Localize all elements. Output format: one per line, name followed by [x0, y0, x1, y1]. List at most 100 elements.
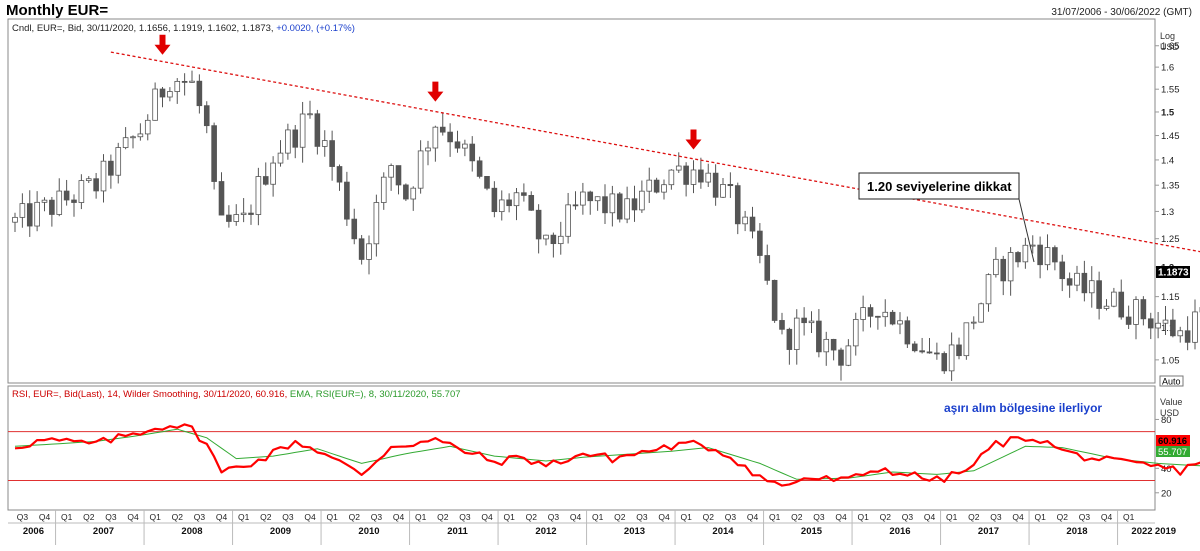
quarter-label: Q3 [548, 512, 560, 522]
quarter-label: Q3 [371, 512, 383, 522]
price-ytick-label: 1.05 [1161, 355, 1180, 366]
price-ytick-label: 1.55 [1161, 85, 1180, 96]
candle-body [742, 216, 748, 225]
candle-body [122, 137, 129, 148]
candle-body [1177, 330, 1184, 337]
price-axis-label-line1: Log [1160, 31, 1175, 41]
candle-body [255, 176, 262, 215]
quarter-label: Q2 [703, 512, 715, 522]
price-ytick-label: 1.6 [1161, 63, 1174, 74]
quarter-label: Q1 [592, 512, 604, 522]
candle-body [358, 238, 365, 260]
year-label: 2007 [93, 526, 114, 537]
candle-body [808, 320, 815, 324]
candle-body [425, 147, 431, 152]
quarter-label: Q3 [1079, 512, 1091, 522]
candle-body [757, 230, 763, 256]
candle-body [889, 311, 896, 325]
arrow-down-icon [427, 81, 444, 102]
price-ytick-label: 1.15 [1161, 292, 1180, 303]
price-ytick-label: 1.65 [1161, 41, 1180, 52]
candle-body [307, 113, 313, 116]
candle-body [476, 160, 483, 177]
candle-body [963, 322, 970, 357]
candle-body [616, 193, 623, 220]
candle-body [417, 150, 424, 189]
candle-body [830, 338, 837, 351]
rsi-info-main: RSI, EUR=, Bid(Last), 14, Wilder Smoothi… [12, 389, 290, 400]
candle-body [115, 147, 122, 176]
candle-body [1125, 316, 1132, 325]
candle-body [270, 162, 276, 185]
candle-body [174, 80, 181, 92]
price-ytick-label: 1.1 [1161, 323, 1174, 334]
quarter-label: Q2 [880, 512, 892, 522]
candle-body [1081, 272, 1088, 294]
candle-body [277, 152, 284, 164]
candle-body [484, 176, 490, 189]
candle-body [580, 191, 586, 206]
candle-body [41, 199, 48, 203]
quarter-label: Q4 [304, 512, 316, 522]
candle-body [734, 185, 741, 225]
candle-body [56, 190, 63, 215]
candle-body [683, 165, 689, 185]
candle-body [1111, 291, 1117, 307]
year-label: 2022 [1131, 526, 1152, 537]
quarter-label: Q4 [924, 512, 936, 522]
candle-body [926, 351, 933, 354]
quarter-label: Q1 [680, 512, 692, 522]
price-ytick-label: 1.35 [1161, 181, 1180, 192]
candle-body [624, 198, 630, 220]
ema-last-tag-bg [1156, 446, 1190, 457]
candle-body [838, 349, 844, 366]
quarter-label: Q4 [747, 512, 759, 522]
candle-body [1037, 244, 1043, 266]
candle-body [506, 199, 512, 207]
candle-body [653, 179, 660, 193]
quarter-label: Q1 [149, 512, 161, 522]
price-auto-label: Auto [1162, 377, 1181, 387]
candle-body [631, 198, 638, 211]
candle-body [314, 113, 321, 147]
candle-body [181, 80, 188, 83]
candle-body [498, 199, 505, 213]
candle-body [34, 201, 40, 227]
candle-body [668, 169, 675, 186]
candle-body [1170, 319, 1176, 337]
candle-body [152, 88, 158, 121]
rsi-annotation: aşırı alım bölgesine ilerliyor [944, 401, 1102, 415]
quarter-label: Q1 [1123, 512, 1135, 522]
quarter-label: Q2 [437, 512, 449, 522]
candle-body [587, 191, 594, 202]
rsi-ytick-label: 20 [1161, 488, 1172, 499]
candle-body [1022, 244, 1029, 263]
candle-body [771, 279, 778, 321]
price-axis-label-line2: USD [1160, 42, 1180, 52]
quarter-label: Q1 [1034, 512, 1046, 522]
quarter-label: Q4 [658, 512, 670, 522]
candle-body [1029, 244, 1036, 247]
candle-body [948, 344, 955, 372]
candle-body [491, 187, 498, 213]
ema-last-tag: 55.707 [1158, 447, 1187, 458]
candle-body [565, 204, 571, 237]
chart-title: Monthly EUR= [6, 2, 109, 19]
quarter-label: Q2 [83, 512, 95, 522]
candle-body [1015, 252, 1021, 263]
candle-body [1184, 330, 1191, 343]
quarter-label: Q2 [526, 512, 538, 522]
candle-body [130, 136, 136, 139]
quarter-label: Q4 [1101, 512, 1113, 522]
candle-body [49, 199, 55, 215]
candle-body [985, 274, 992, 305]
candle-body [1000, 258, 1007, 282]
year-label: 2014 [712, 526, 734, 537]
candle-body [535, 209, 542, 240]
price-auto-button[interactable] [1159, 375, 1184, 387]
candle-body [1096, 280, 1102, 309]
quarter-label: Q3 [282, 512, 294, 522]
candle-body [705, 172, 712, 183]
quarter-label: Q1 [326, 512, 338, 522]
